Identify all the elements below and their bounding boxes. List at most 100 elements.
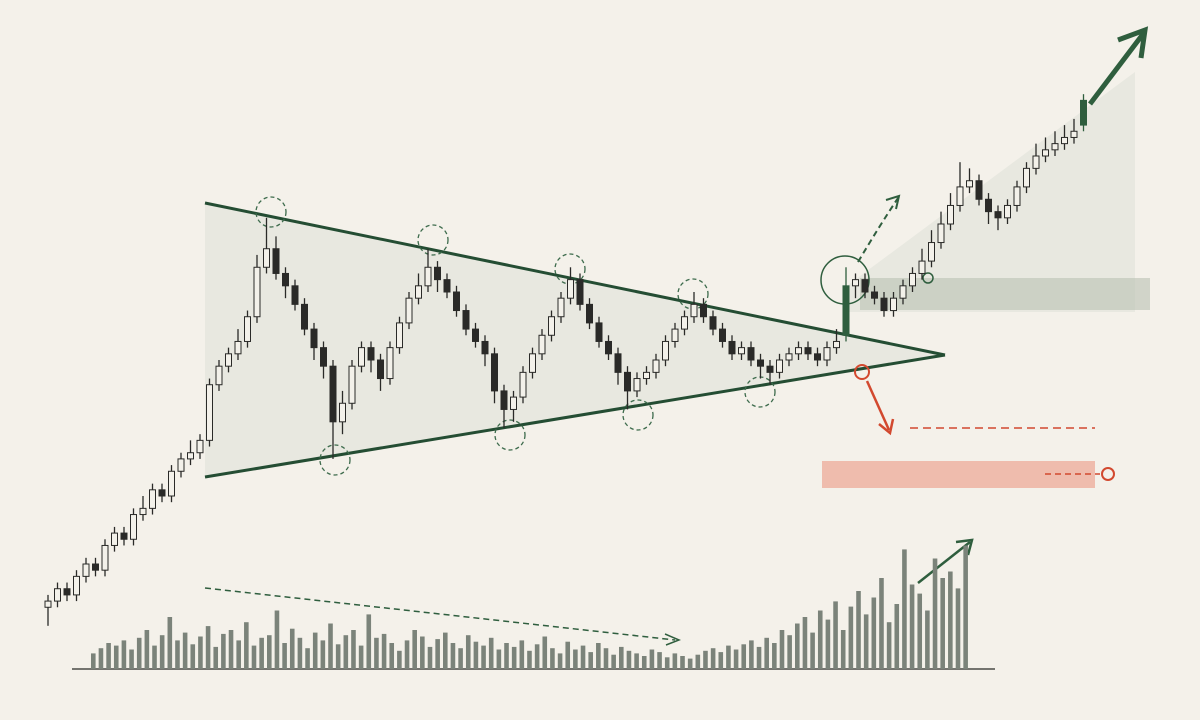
volume-bar: [121, 640, 127, 669]
candle-body: [348, 365, 356, 404]
candle-body: [63, 588, 71, 596]
candle-body: [633, 378, 641, 392]
touch-circle: [622, 399, 654, 431]
candle-body: [519, 371, 527, 398]
candle-body: [1051, 143, 1059, 151]
candle-body: [842, 285, 850, 336]
volume-bar: [305, 648, 310, 669]
candle-body: [776, 359, 783, 373]
volume-bar: [427, 646, 433, 669]
volume-trend-arrow: [204, 587, 676, 641]
candle-body: [215, 365, 223, 386]
candle-body: [757, 359, 764, 367]
volume-bar: [175, 640, 180, 669]
volume-bar: [129, 649, 134, 669]
touch-circle: [494, 419, 526, 451]
candle-body: [985, 198, 992, 213]
volume-bar: [925, 610, 930, 669]
breakdown-arrow: [865, 380, 891, 431]
volume-bar: [113, 645, 119, 669]
candle-body: [1013, 186, 1021, 206]
candle-body: [557, 297, 565, 318]
volume-bar: [718, 652, 724, 669]
candle-body: [405, 297, 413, 324]
volume-bar: [496, 649, 502, 669]
candle-body: [500, 390, 508, 410]
breakout-arrow: [857, 197, 899, 263]
candle-body: [738, 347, 745, 355]
volume-bar: [159, 635, 165, 669]
candle-body: [358, 347, 365, 367]
candle-body: [73, 575, 80, 596]
candle-body: [453, 291, 460, 312]
volume-bar: [488, 637, 494, 669]
breakdown-marker: [854, 364, 870, 380]
candle-body: [225, 353, 232, 367]
touch-circle: [255, 196, 287, 228]
candle-body: [1042, 149, 1049, 157]
volume-bar: [136, 637, 142, 669]
upper-trendline: [204, 201, 946, 357]
candle-body: [472, 328, 479, 342]
candle-body: [605, 340, 612, 355]
volume-bar: [274, 610, 280, 669]
volume-bar: [458, 648, 463, 669]
candle-body: [529, 353, 536, 373]
volume-bar: [856, 591, 861, 669]
candle-body: [291, 285, 299, 305]
volume-bar: [687, 658, 693, 669]
volume-bar: [335, 644, 341, 669]
volume-bar: [251, 645, 257, 669]
candle-body: [890, 297, 897, 312]
volume-bar: [519, 640, 525, 669]
candle-body: [377, 359, 384, 380]
candle-body: [1061, 136, 1068, 145]
volume-bar: [152, 645, 157, 669]
arrow-head: [878, 418, 895, 436]
volume-bar: [481, 645, 486, 669]
volume-bar: [894, 604, 900, 669]
candle-body: [861, 279, 869, 293]
volume-bar: [917, 593, 923, 669]
candle-body: [396, 322, 403, 349]
volume-bar: [833, 601, 838, 669]
volume-bar: [726, 645, 731, 669]
volume-bar: [871, 597, 877, 669]
candle-body: [415, 285, 422, 299]
candle-body: [624, 371, 631, 392]
candle-body: [158, 489, 166, 497]
volume-bar: [504, 643, 509, 669]
candle-body: [44, 600, 52, 608]
candle-body: [111, 532, 118, 546]
volume-bar: [312, 632, 318, 669]
touch-circle: [417, 224, 449, 256]
volume-bar: [657, 652, 662, 669]
volume-bar: [825, 619, 831, 669]
candle-body: [785, 353, 793, 361]
volume-bar: [198, 636, 203, 669]
volume-bar: [412, 630, 417, 669]
lower-trendline: [204, 353, 946, 479]
candle-body: [909, 272, 916, 287]
volume-bar: [282, 643, 287, 669]
volume-bar: [863, 614, 869, 669]
volume-bar: [443, 632, 448, 669]
candle-body: [187, 452, 194, 460]
volume-bar: [221, 633, 226, 669]
candle-body: [139, 507, 147, 516]
volume-bar: [664, 657, 670, 669]
candle-body: [253, 266, 261, 318]
candle-body: [586, 303, 593, 324]
candle-body: [320, 347, 327, 367]
volume-bar: [749, 640, 754, 669]
candle-body: [766, 365, 774, 373]
volume-bar: [144, 630, 150, 669]
volume-bar: [289, 628, 295, 669]
candle-body: [994, 211, 1002, 219]
volume-bar: [703, 650, 708, 669]
volume-bar: [527, 650, 532, 669]
volume-bar: [932, 558, 938, 669]
candle-body: [434, 266, 441, 281]
volume-bar: [787, 635, 792, 669]
